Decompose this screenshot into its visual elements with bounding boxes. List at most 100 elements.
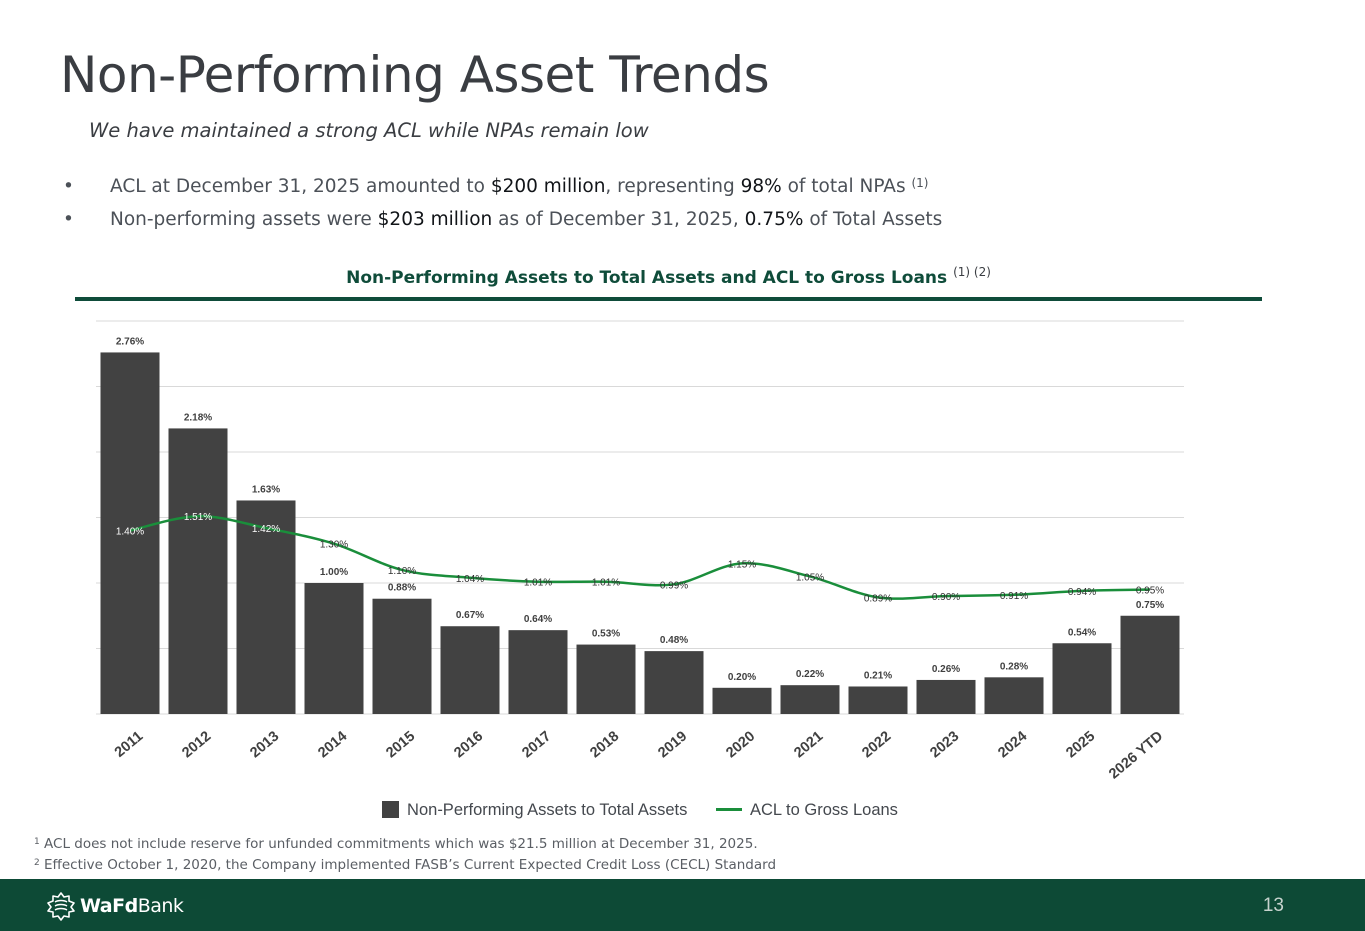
npa-data-label: 2.76%	[116, 336, 144, 347]
npa-bar	[168, 428, 228, 714]
npa-data-label: 0.26%	[932, 664, 960, 675]
acl-line	[129, 514, 1151, 600]
chart-heading-text: Non-Performing Assets to Total Assets an…	[346, 268, 948, 288]
x-tick-label: 2023	[927, 728, 962, 761]
page-title: Non-Performing Asset Trends	[60, 46, 770, 104]
legend-label-npa: Non-Performing Assets to Total Assets	[407, 801, 688, 820]
npa-bar	[644, 651, 704, 714]
chart-heading-footnote-ref: (1) (2)	[953, 265, 991, 279]
acl-data-label: 0.89%	[864, 593, 892, 604]
acl-data-label: 1.10%	[388, 566, 416, 577]
npa-bar	[1052, 643, 1112, 714]
bullet-highlight: 0.75%	[744, 209, 804, 230]
x-tick-label: 2022	[859, 728, 894, 761]
footnote-text: ACL does not include reserve for unfunde…	[44, 836, 758, 852]
x-tick-label: 2021	[791, 728, 826, 761]
logo-text-bold: WaFd	[80, 895, 138, 917]
wafd-bank-logo: WaFd Bank	[46, 891, 184, 921]
footnote-ref: (1)	[911, 176, 929, 190]
npa-bar	[780, 685, 840, 714]
bullet-text: as of December 31, 2025,	[492, 209, 745, 230]
bullet-highlight: $203 million	[377, 209, 493, 230]
npa-data-label: 1.63%	[252, 484, 280, 495]
npa-bar	[576, 644, 636, 714]
footer-bar: WaFd Bank 13	[0, 879, 1365, 931]
x-tick-label: 2012	[179, 728, 214, 761]
acl-data-label: 1.05%	[796, 572, 824, 583]
x-tick-label: 2015	[383, 728, 418, 761]
heading-divider	[75, 297, 1262, 301]
x-tick-label: 2019	[655, 728, 690, 761]
npa-data-label: 0.22%	[796, 669, 824, 680]
logo-text: Bank	[137, 895, 184, 917]
npa-data-label: 1.00%	[320, 567, 348, 578]
acl-data-label: 1.04%	[456, 574, 484, 585]
legend-item-acl: ACL to Gross Loans	[715, 801, 898, 820]
npa-data-label: 0.54%	[1068, 627, 1096, 638]
npa-data-label: 0.20%	[728, 672, 756, 683]
acl-data-label: 1.30%	[320, 540, 348, 551]
npa-bar	[304, 583, 364, 714]
bullet-npa: • Non-performing assets were $203 millio…	[60, 203, 942, 236]
legend-label-acl: ACL to Gross Loans	[749, 801, 898, 820]
x-tick-label: 2025	[1063, 728, 1098, 761]
npa-bar	[712, 687, 772, 714]
key-points-list: • ACL at December 31, 2025 amounted to $…	[60, 170, 942, 236]
npa-bar	[372, 598, 432, 714]
footnote-number: 1	[34, 837, 40, 847]
bullet-text: , representing	[605, 176, 741, 197]
legend-swatch-line	[715, 808, 742, 812]
npa-data-label: 0.48%	[660, 635, 688, 646]
bullet-acl: • ACL at December 31, 2025 amounted to $…	[60, 170, 942, 203]
legend-swatch-bar	[382, 801, 400, 819]
bullet-text: of total NPAs	[781, 176, 906, 197]
bullet-marker: •	[63, 209, 74, 230]
footnote-2: 2 Effective October 1, 2020, the Company…	[34, 856, 776, 877]
acl-data-label: 1.42%	[252, 524, 280, 535]
npa-data-label: 0.21%	[864, 670, 892, 681]
npa-data-label: 0.64%	[524, 614, 552, 625]
npa-bar	[848, 686, 908, 714]
acl-data-label: 1.40%	[116, 527, 144, 538]
bullet-text: ACL at December 31, 2025 amounted to	[110, 176, 491, 197]
bullet-text: of Total Assets	[803, 209, 943, 230]
npa-bar	[508, 630, 568, 714]
legend-item-npa: Non-Performing Assets to Total Assets	[382, 801, 687, 820]
x-tick-label: 2016	[451, 728, 486, 761]
x-tick-label: 2013	[247, 728, 282, 761]
npa-bar	[916, 679, 976, 714]
footnote-1: 1 ACL does not include reserve for unfun…	[34, 835, 776, 856]
acl-data-label: 1.15%	[728, 559, 756, 570]
npa-data-label: 0.28%	[1000, 661, 1028, 672]
bullet-highlight: 98%	[740, 176, 782, 197]
chart-legend: Non-Performing Assets to Total Assets AC…	[0, 801, 1280, 820]
footnote-number: 2	[34, 858, 40, 868]
acl-data-label: 1.51%	[184, 512, 212, 523]
acl-data-label: 1.01%	[524, 578, 552, 589]
bullet-text: Non-performing assets were	[110, 209, 378, 230]
npa-bar	[1120, 615, 1180, 714]
acl-data-label: 0.94%	[1068, 587, 1096, 598]
x-tick-label: 2026 YTD	[1106, 728, 1166, 782]
npa-data-label: 0.75%	[1136, 600, 1164, 611]
x-tick-label: 2024	[995, 728, 1030, 761]
npa-bar	[440, 626, 500, 714]
npa-bar	[984, 677, 1044, 714]
footnotes: 1 ACL does not include reserve for unfun…	[34, 835, 776, 877]
page-subtitle: We have maintained a strong ACL while NP…	[89, 119, 649, 142]
x-tick-label: 2014	[315, 728, 350, 761]
npa-bar	[100, 352, 160, 714]
page-number: 13	[1262, 895, 1284, 916]
acl-data-label: 1.01%	[592, 578, 620, 589]
npa-data-label: 2.18%	[184, 412, 212, 423]
x-tick-label: 2011	[112, 728, 146, 760]
footnote-text: Effective October 1, 2020, the Company i…	[44, 857, 777, 873]
npa-bar	[236, 500, 296, 714]
bullet-marker: •	[63, 176, 74, 197]
acl-data-label: 0.99%	[660, 580, 688, 591]
chart-heading: Non-Performing Assets to Total Assets an…	[75, 265, 1262, 288]
x-tick-label: 2020	[723, 728, 758, 761]
wafd-emblem-icon	[47, 892, 75, 921]
acl-data-label: 0.91%	[1000, 591, 1028, 602]
